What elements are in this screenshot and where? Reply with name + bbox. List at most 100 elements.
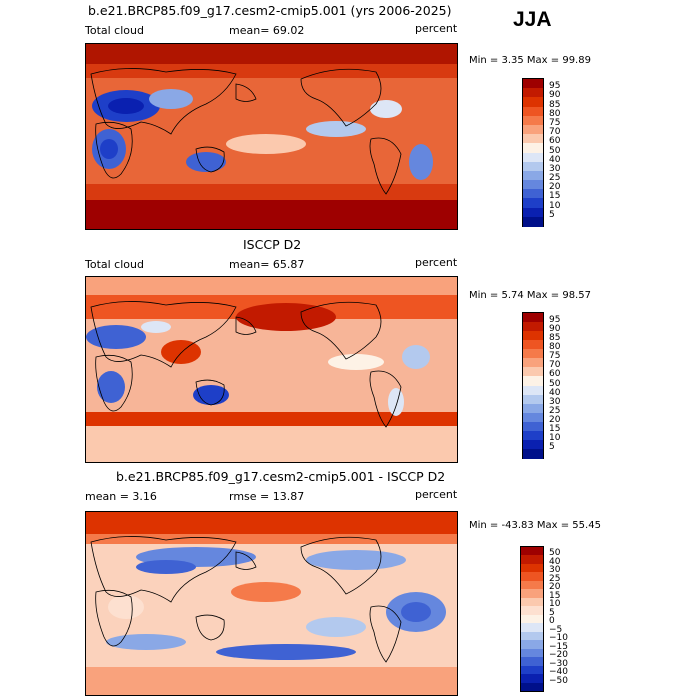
colorbar-cell — [523, 430, 543, 441]
season-label: JJA — [513, 8, 552, 31]
colorbar-tick-label: 50 — [549, 548, 561, 559]
colorbar-cell — [521, 547, 543, 556]
colorbar-tick-label: 60 — [549, 369, 561, 380]
colorbar-tick-label: 15 — [549, 590, 561, 601]
colorbar-cell — [523, 439, 543, 450]
panel-model-title: b.e21.BRCP85.f09_g17.cesm2-cmip5.001 (yr… — [88, 3, 452, 18]
world-map — [86, 277, 457, 462]
colorbar-tick-label: 25 — [549, 173, 561, 184]
world-map — [86, 512, 457, 695]
panel-obs-units-label: percent — [415, 256, 458, 269]
colorbar-cell — [521, 657, 543, 667]
panel-diff-colorbar — [520, 546, 544, 692]
colorbar-tick-label: 10 — [549, 599, 561, 610]
colorbar-tick-label: 40 — [549, 556, 561, 567]
colorbar-tick-label: 40 — [549, 387, 561, 398]
colorbar-tick-label: 20 — [549, 414, 561, 425]
colorbar-tick-label: 75 — [549, 117, 561, 128]
colorbar-cell — [521, 682, 543, 692]
colorbar-tick-label: 60 — [549, 136, 561, 147]
colorbar-cell — [523, 412, 543, 423]
colorbar-cell — [521, 648, 543, 658]
colorbar-cell — [521, 674, 543, 684]
colorbar-cell — [523, 115, 543, 126]
panel-model-map — [85, 43, 458, 230]
colorbar-cell — [523, 198, 543, 209]
colorbar-tick-label: −40 — [549, 667, 568, 678]
colorbar-cell — [523, 161, 543, 172]
colorbar-cell — [521, 631, 543, 641]
colorbar-cell — [523, 313, 543, 323]
colorbar-tick-label: 70 — [549, 127, 561, 138]
colorbar-cell — [523, 124, 543, 135]
panel-obs-map — [85, 276, 458, 463]
panel-diff-mean-label: mean = 3.16 — [85, 490, 157, 503]
colorbar-cell — [521, 563, 543, 573]
colorbar-tick-label: 0 — [549, 616, 555, 627]
colorbar-cell — [523, 367, 543, 377]
colorbar-cell — [523, 216, 543, 227]
panel-obs-title: ISCCP D2 — [243, 237, 302, 252]
colorbar-cell — [523, 207, 543, 218]
colorbar-cell — [521, 606, 543, 616]
colorbar-cell — [521, 580, 543, 590]
colorbar-tick-label: 90 — [549, 324, 561, 335]
colorbar-tick-label: 25 — [549, 573, 561, 584]
colorbar-cell — [523, 97, 543, 108]
panel-obs-minmax: Min = 5.74 Max = 98.57 — [469, 290, 591, 301]
colorbar-tick-label: 10 — [549, 432, 561, 443]
colorbar-cell — [523, 421, 543, 432]
colorbar-cell — [523, 143, 543, 153]
colorbar-cell — [521, 597, 543, 607]
colorbar-tick-label: 85 — [549, 99, 561, 110]
colorbar-cell — [521, 665, 543, 675]
colorbar-tick-label: −10 — [549, 633, 568, 644]
colorbar-cell — [523, 340, 543, 350]
colorbar-cell — [521, 614, 543, 624]
colorbar-cell — [523, 106, 543, 117]
colorbar-cell — [521, 640, 543, 650]
panel-model-mean-label: mean= 69.02 — [229, 24, 305, 37]
colorbar-cell — [523, 448, 543, 459]
panel-diff-title: b.e21.BRCP85.f09_g17.cesm2-cmip5.001 - I… — [116, 469, 446, 484]
colorbar-cell — [523, 376, 543, 386]
colorbar-tick-label: 70 — [549, 360, 561, 371]
colorbar-cell — [523, 88, 543, 98]
colorbar-cell — [523, 134, 543, 144]
colorbar-tick-label: 30 — [549, 396, 561, 407]
colorbar-tick-label: −50 — [549, 675, 568, 686]
colorbar-tick-label: −5 — [549, 624, 563, 635]
colorbar-tick-label: 10 — [549, 200, 561, 211]
world-map — [86, 44, 457, 229]
colorbar-tick-label: 15 — [549, 191, 561, 202]
colorbar-cell — [523, 349, 543, 359]
colorbar-cell — [523, 322, 543, 332]
panel-diff-units-label: percent — [415, 488, 458, 501]
colorbar-tick-label: 30 — [549, 565, 561, 576]
colorbar-tick-label: 5 — [549, 441, 555, 452]
panel-model-minmax: Min = 3.35 Max = 99.89 — [469, 55, 591, 66]
colorbar-tick-label: 95 — [549, 81, 561, 92]
colorbar-tick-label: 90 — [549, 90, 561, 101]
colorbar-cell — [521, 623, 543, 633]
colorbar-tick-label: 85 — [549, 333, 561, 344]
colorbar-cell — [523, 170, 543, 181]
colorbar-cell — [523, 394, 543, 405]
colorbar-tick-label: 5 — [549, 209, 555, 220]
panel-obs-variable-label: Total cloud — [85, 258, 144, 271]
colorbar-cell — [523, 79, 543, 89]
panel-model-colorbar — [522, 78, 544, 227]
colorbar-cell — [523, 358, 543, 368]
colorbar-tick-label: 95 — [549, 315, 561, 326]
colorbar-cell — [521, 572, 543, 582]
colorbar-tick-label: 30 — [549, 163, 561, 174]
panel-model-units-label: percent — [415, 22, 458, 35]
colorbar-cell — [523, 189, 543, 199]
colorbar-tick-label: 40 — [549, 154, 561, 165]
colorbar-tick-label: 50 — [549, 378, 561, 389]
colorbar-cell — [521, 589, 543, 599]
colorbar-cell — [523, 180, 543, 190]
colorbar-cell — [523, 385, 543, 396]
colorbar-tick-label: 80 — [549, 108, 561, 119]
colorbar-tick-label: 75 — [549, 351, 561, 362]
